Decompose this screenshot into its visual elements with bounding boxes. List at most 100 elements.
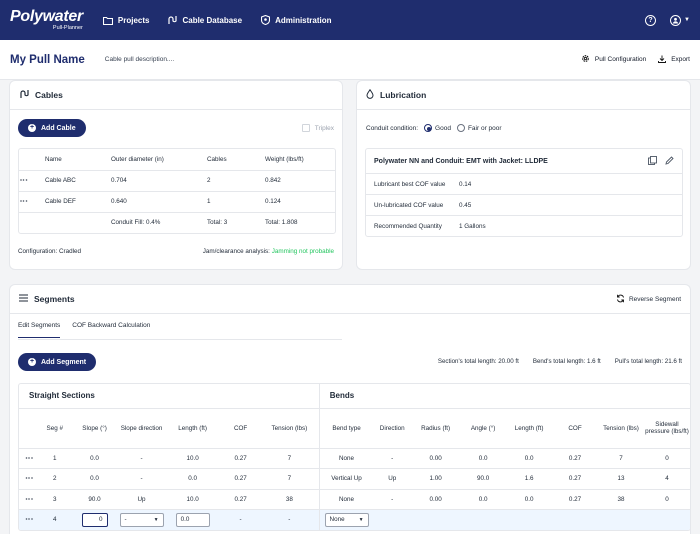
- table-row[interactable]: ⋮ Cable DEF 0.640 1 0.124: [19, 191, 335, 212]
- lubricant-row: Lubricant best COF value 0.14: [366, 173, 682, 194]
- column-header: Length (ft): [514, 424, 544, 432]
- triplex-checkbox-box[interactable]: [301, 124, 310, 132]
- page-description[interactable]: Cable pull description....: [104, 56, 175, 63]
- list-icon: [19, 294, 28, 304]
- segment-tabs: Edit Segments COF Backward Calculation: [18, 322, 150, 338]
- cell-radius: 0.00: [429, 454, 442, 462]
- cell-direction: -: [391, 454, 394, 462]
- lubricant-key: Un-lubricated COF value: [374, 201, 444, 209]
- radio-good-label: Good: [435, 124, 451, 132]
- cell-weight: 0.842: [265, 177, 281, 184]
- cell-tension: 38: [285, 495, 293, 503]
- tab-edit-segments[interactable]: Edit Segments: [18, 322, 61, 338]
- reverse-segment-label: Reverse Segment: [628, 295, 681, 303]
- tab-cof-backward[interactable]: COF Backward Calculation: [72, 322, 151, 329]
- table-header-row: Seg # Slope (°) Slope direction Length (…: [19, 408, 690, 448]
- row-menu-icon[interactable]: ⋮: [24, 515, 34, 523]
- cell-radius: 0.00: [429, 495, 442, 503]
- configuration-status: Configuration: Cradled: [18, 248, 81, 255]
- column-header: Tension (lbs): [603, 424, 639, 432]
- refresh-icon: [616, 294, 625, 305]
- radio-good-button[interactable]: [424, 124, 433, 132]
- cell-cof: 0.27: [234, 475, 247, 483]
- cell-angle: 0.0: [478, 495, 488, 503]
- pencil-icon[interactable]: [665, 155, 674, 167]
- cell-radius: 1.00: [429, 475, 442, 483]
- nav-administration[interactable]: Administration: [260, 15, 332, 25]
- table-row[interactable]: ⋮ 2 0.0 - 0.0 0.27 7 Vertical Up Up 1.00…: [19, 468, 690, 489]
- segments-title: Segments: [34, 294, 75, 304]
- nav-cable-database-label: Cable Database: [182, 15, 243, 25]
- cell-bend-cof: 0.27: [568, 454, 582, 462]
- cell-seg: 1: [52, 454, 57, 462]
- add-cable-label: Add Cable: [41, 124, 76, 132]
- pull-configuration-label: Pull Configuration: [594, 56, 647, 63]
- cell-bend-cof: 0.27: [568, 475, 582, 483]
- column-header: Length (ft): [178, 424, 207, 432]
- table-row[interactable]: ⋮ 3 90.0 Up 10.0 0.27 38 None - 0.00 0.0…: [19, 489, 690, 510]
- cell-length: 10.0: [186, 495, 199, 503]
- cell-bend-type: None: [318, 448, 374, 469]
- page-title[interactable]: My Pull Name: [10, 53, 85, 66]
- radio-fair-label: Fair or poor: [467, 124, 502, 132]
- cell-slope-direction: Up: [137, 495, 146, 503]
- cell-slope: 0.0: [90, 454, 99, 462]
- bends-title: Bends: [318, 384, 690, 408]
- radio-fair[interactable]: Fair or poor: [456, 124, 502, 132]
- cell-cof: 0.27: [234, 495, 247, 503]
- cables-table: Name Outer diameter (in) Cables Weight (…: [18, 148, 336, 234]
- add-cable-button[interactable]: + Add Cable: [18, 119, 86, 137]
- row-menu-icon[interactable]: ⋮: [24, 453, 34, 461]
- column-header: Seg #: [46, 424, 63, 432]
- row-menu-icon[interactable]: ⋮: [19, 197, 28, 204]
- nav-projects[interactable]: Projects: [102, 15, 149, 25]
- triplex-label: Triplex: [314, 124, 334, 132]
- column-header: Slope direction: [120, 424, 163, 432]
- plus-icon: +: [28, 358, 36, 366]
- cell-cof: -: [239, 516, 242, 524]
- logo[interactable]: Polywater Pull-Planner: [10, 8, 83, 32]
- cell-tension: -: [288, 516, 291, 524]
- reverse-segment-button[interactable]: Reverse Segment: [616, 294, 681, 305]
- jam-analysis: Jam/clearance analysis: Jamming not prob…: [203, 248, 334, 255]
- table-row[interactable]: ⋮ Cable ABC 0.704 2 0.842: [19, 170, 335, 191]
- folder-icon: [102, 15, 113, 25]
- table-row[interactable]: ⋮ 1 0.0 - 10.0 0.27 7 None - 0.00 0.0 0.…: [19, 448, 690, 469]
- pull-total-length: Pull's total length: 21.6 ft: [614, 358, 682, 365]
- lubrication-title: Lubrication: [380, 90, 427, 100]
- triplex-checkbox[interactable]: Triplex: [301, 124, 334, 132]
- lubricant-details: Polywater NN and Conduit: EMT with Jacke…: [365, 148, 683, 237]
- plus-icon: +: [28, 124, 36, 132]
- cell-seg: 2: [52, 475, 57, 483]
- bend-type-value: None: [329, 516, 345, 524]
- logo-subtitle: Pull-Planner: [52, 24, 83, 31]
- cell-bend-length: 0.0: [524, 454, 534, 462]
- add-segment-button[interactable]: + Add Segment: [18, 353, 97, 371]
- pull-configuration-button[interactable]: Pull Configuration: [581, 54, 646, 65]
- column-header: Cables: [207, 155, 227, 163]
- export-button[interactable]: Export: [658, 55, 690, 65]
- bend-total-length: Bend's total length: 1.6 ft: [532, 358, 601, 365]
- cables-card: Cables + Add Cable Triplex Name Outer di…: [9, 80, 343, 270]
- row-menu-icon[interactable]: ⋮: [24, 494, 34, 502]
- copy-icon[interactable]: [648, 155, 657, 167]
- user-icon: [670, 14, 682, 26]
- section-total-length: Section's total length: 20.00 ft: [437, 358, 519, 365]
- edit-row[interactable]: ⋮ 4 0 - ▼ 0.0 - - None ▼: [19, 509, 690, 530]
- help-icon[interactable]: ?: [645, 14, 657, 26]
- chevron-down-icon: ▼: [153, 516, 159, 523]
- user-menu[interactable]: ▼: [670, 14, 690, 26]
- lubricant-value: 1 Gallons: [459, 222, 486, 230]
- cell-od: 0.704: [111, 177, 127, 184]
- jam-value: Jamming not probable: [271, 248, 334, 255]
- radio-fair-button[interactable]: [456, 124, 465, 132]
- column-header: Outer diameter (in): [111, 155, 164, 163]
- radio-good[interactable]: Good: [424, 124, 451, 132]
- conduit-fill: Conduit Fill: 0.4%: [111, 219, 161, 227]
- nav-cable-database[interactable]: Cable Database: [167, 15, 242, 25]
- row-menu-icon[interactable]: ⋮: [24, 474, 34, 482]
- length-summary: Section's total length: 20.00 ft Bend's …: [438, 358, 682, 365]
- cell-tension: 7: [287, 454, 292, 462]
- row-menu-icon[interactable]: ⋮: [19, 176, 28, 183]
- straight-sections-title: Straight Sections: [29, 391, 95, 401]
